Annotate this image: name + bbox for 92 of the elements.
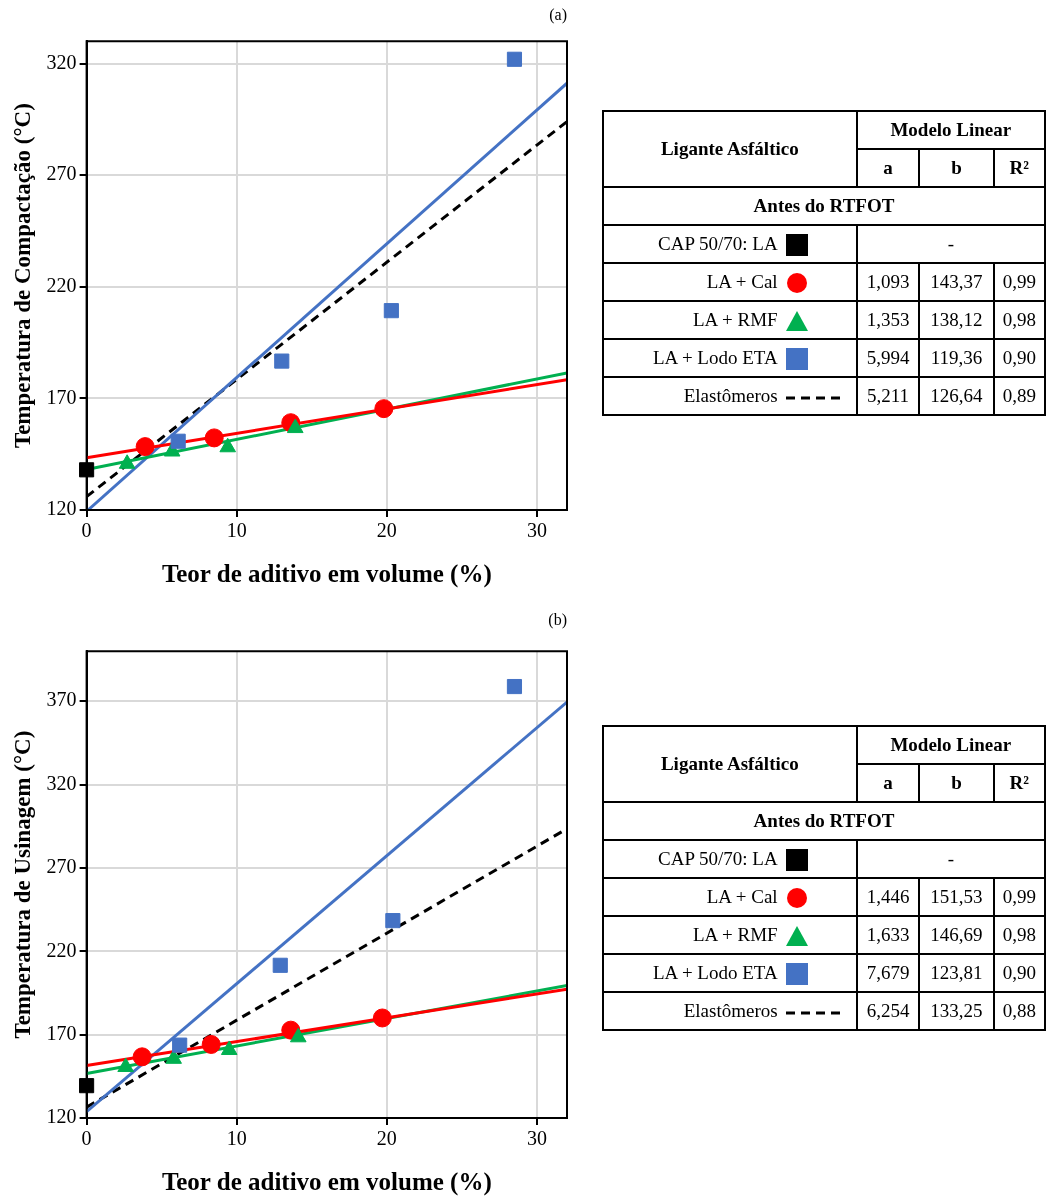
point [274,353,290,369]
text: 138,12 [919,301,994,339]
text: 0,98 [993,301,1045,339]
x-tick-label: 0 [81,519,92,542]
point [374,399,394,419]
point [170,433,186,449]
point [383,303,399,319]
text: 1,353 [856,301,920,339]
text: Antes do RTFOT [603,802,1045,840]
point [219,437,237,453]
legend-label: LA + Cal [603,878,784,916]
y-axis-title: Temperatura de Compactação (°C) [9,103,35,449]
x-tick-label: 0 [81,1127,92,1150]
text: 6,254 [856,992,920,1030]
y-axis-title: Temperatura de Usinagem (°C) [9,730,35,1039]
text: Antes do RTFOT [603,187,1045,225]
y-tick-label: 320 [46,50,77,73]
text: 151,53 [919,878,994,916]
y-tick-label: 170 [46,385,77,408]
point [201,1034,221,1054]
text: Modelo Linear [856,726,1045,764]
text: R² [993,149,1045,187]
x-tick-label: 10 [226,1127,247,1150]
legend-label: LA + RMF [603,916,784,954]
text: - [856,840,1045,878]
text: 0,88 [993,992,1045,1030]
y-tick-label: 320 [46,771,77,794]
point [506,678,523,695]
text: 146,69 [919,916,994,954]
text: 1,446 [856,878,920,916]
text: 0,99 [993,878,1045,916]
text: 0,90 [993,339,1045,377]
text: 143,37 [919,263,994,301]
text: a [856,764,920,802]
x-tick-label: 20 [376,519,397,542]
legend-label: LA + RMF [603,301,784,339]
text: Modelo Linear [856,111,1045,149]
point [135,437,155,457]
x-tick-label: 10 [226,519,247,542]
chart-title: (b) [548,610,567,629]
legend-label: LA + Lodo ETA [603,339,784,377]
point [118,454,136,469]
point [506,51,523,67]
text: Ligante Asfáltico [603,726,857,802]
text: 0,89 [993,377,1045,415]
text: Ligante Asfáltico [603,111,857,187]
text: 133,25 [919,992,994,1030]
text: - [856,225,1045,263]
text: b [919,149,994,187]
text: 7,679 [856,954,920,992]
x-axis-title: Teor de aditivo em volume (%) [161,1168,492,1197]
y-tick-label: 370 [46,688,77,711]
y-tick-label: 120 [46,1105,77,1128]
x-tick-label: 20 [376,1127,397,1150]
legend-label: LA + Cal [603,263,784,301]
chart-title: (a) [549,5,567,24]
legend-label: Elastômeros [603,992,784,1030]
point [79,462,95,478]
x-tick-label: 30 [526,519,547,542]
x-tick-label: 30 [526,1127,547,1150]
point [272,957,288,973]
y-tick-label: 120 [46,497,77,520]
legend-label: CAP 50/70: LA [603,840,784,878]
text: 0,90 [993,954,1045,992]
legend-label: Elastômeros [603,377,784,415]
point [172,1037,188,1053]
y-tick-label: 270 [46,162,77,185]
point [165,1049,182,1064]
y-tick-label: 220 [46,938,77,961]
text: 1,093 [856,263,920,301]
text: 0,99 [993,263,1045,301]
text: 1,633 [856,916,920,954]
point [385,913,401,929]
text: 5,211 [856,377,920,415]
text: R² [993,764,1045,802]
text: 126,64 [919,377,994,415]
y-tick-label: 270 [46,855,77,878]
text: 0,98 [993,916,1045,954]
text: a [856,149,920,187]
x-axis-title: Teor de aditivo em volume (%) [161,560,492,589]
point [286,418,304,434]
y-tick-label: 220 [46,274,77,297]
legend-label: LA + Lodo ETA [603,954,784,992]
text: 5,994 [856,339,920,377]
point [204,428,224,448]
point [132,1047,152,1067]
legend-label: CAP 50/70: LA [603,225,784,263]
text: 123,81 [919,954,994,992]
point [372,1008,392,1028]
text: 119,36 [919,339,994,377]
text: b [919,764,994,802]
y-tick-label: 170 [46,1021,77,1044]
